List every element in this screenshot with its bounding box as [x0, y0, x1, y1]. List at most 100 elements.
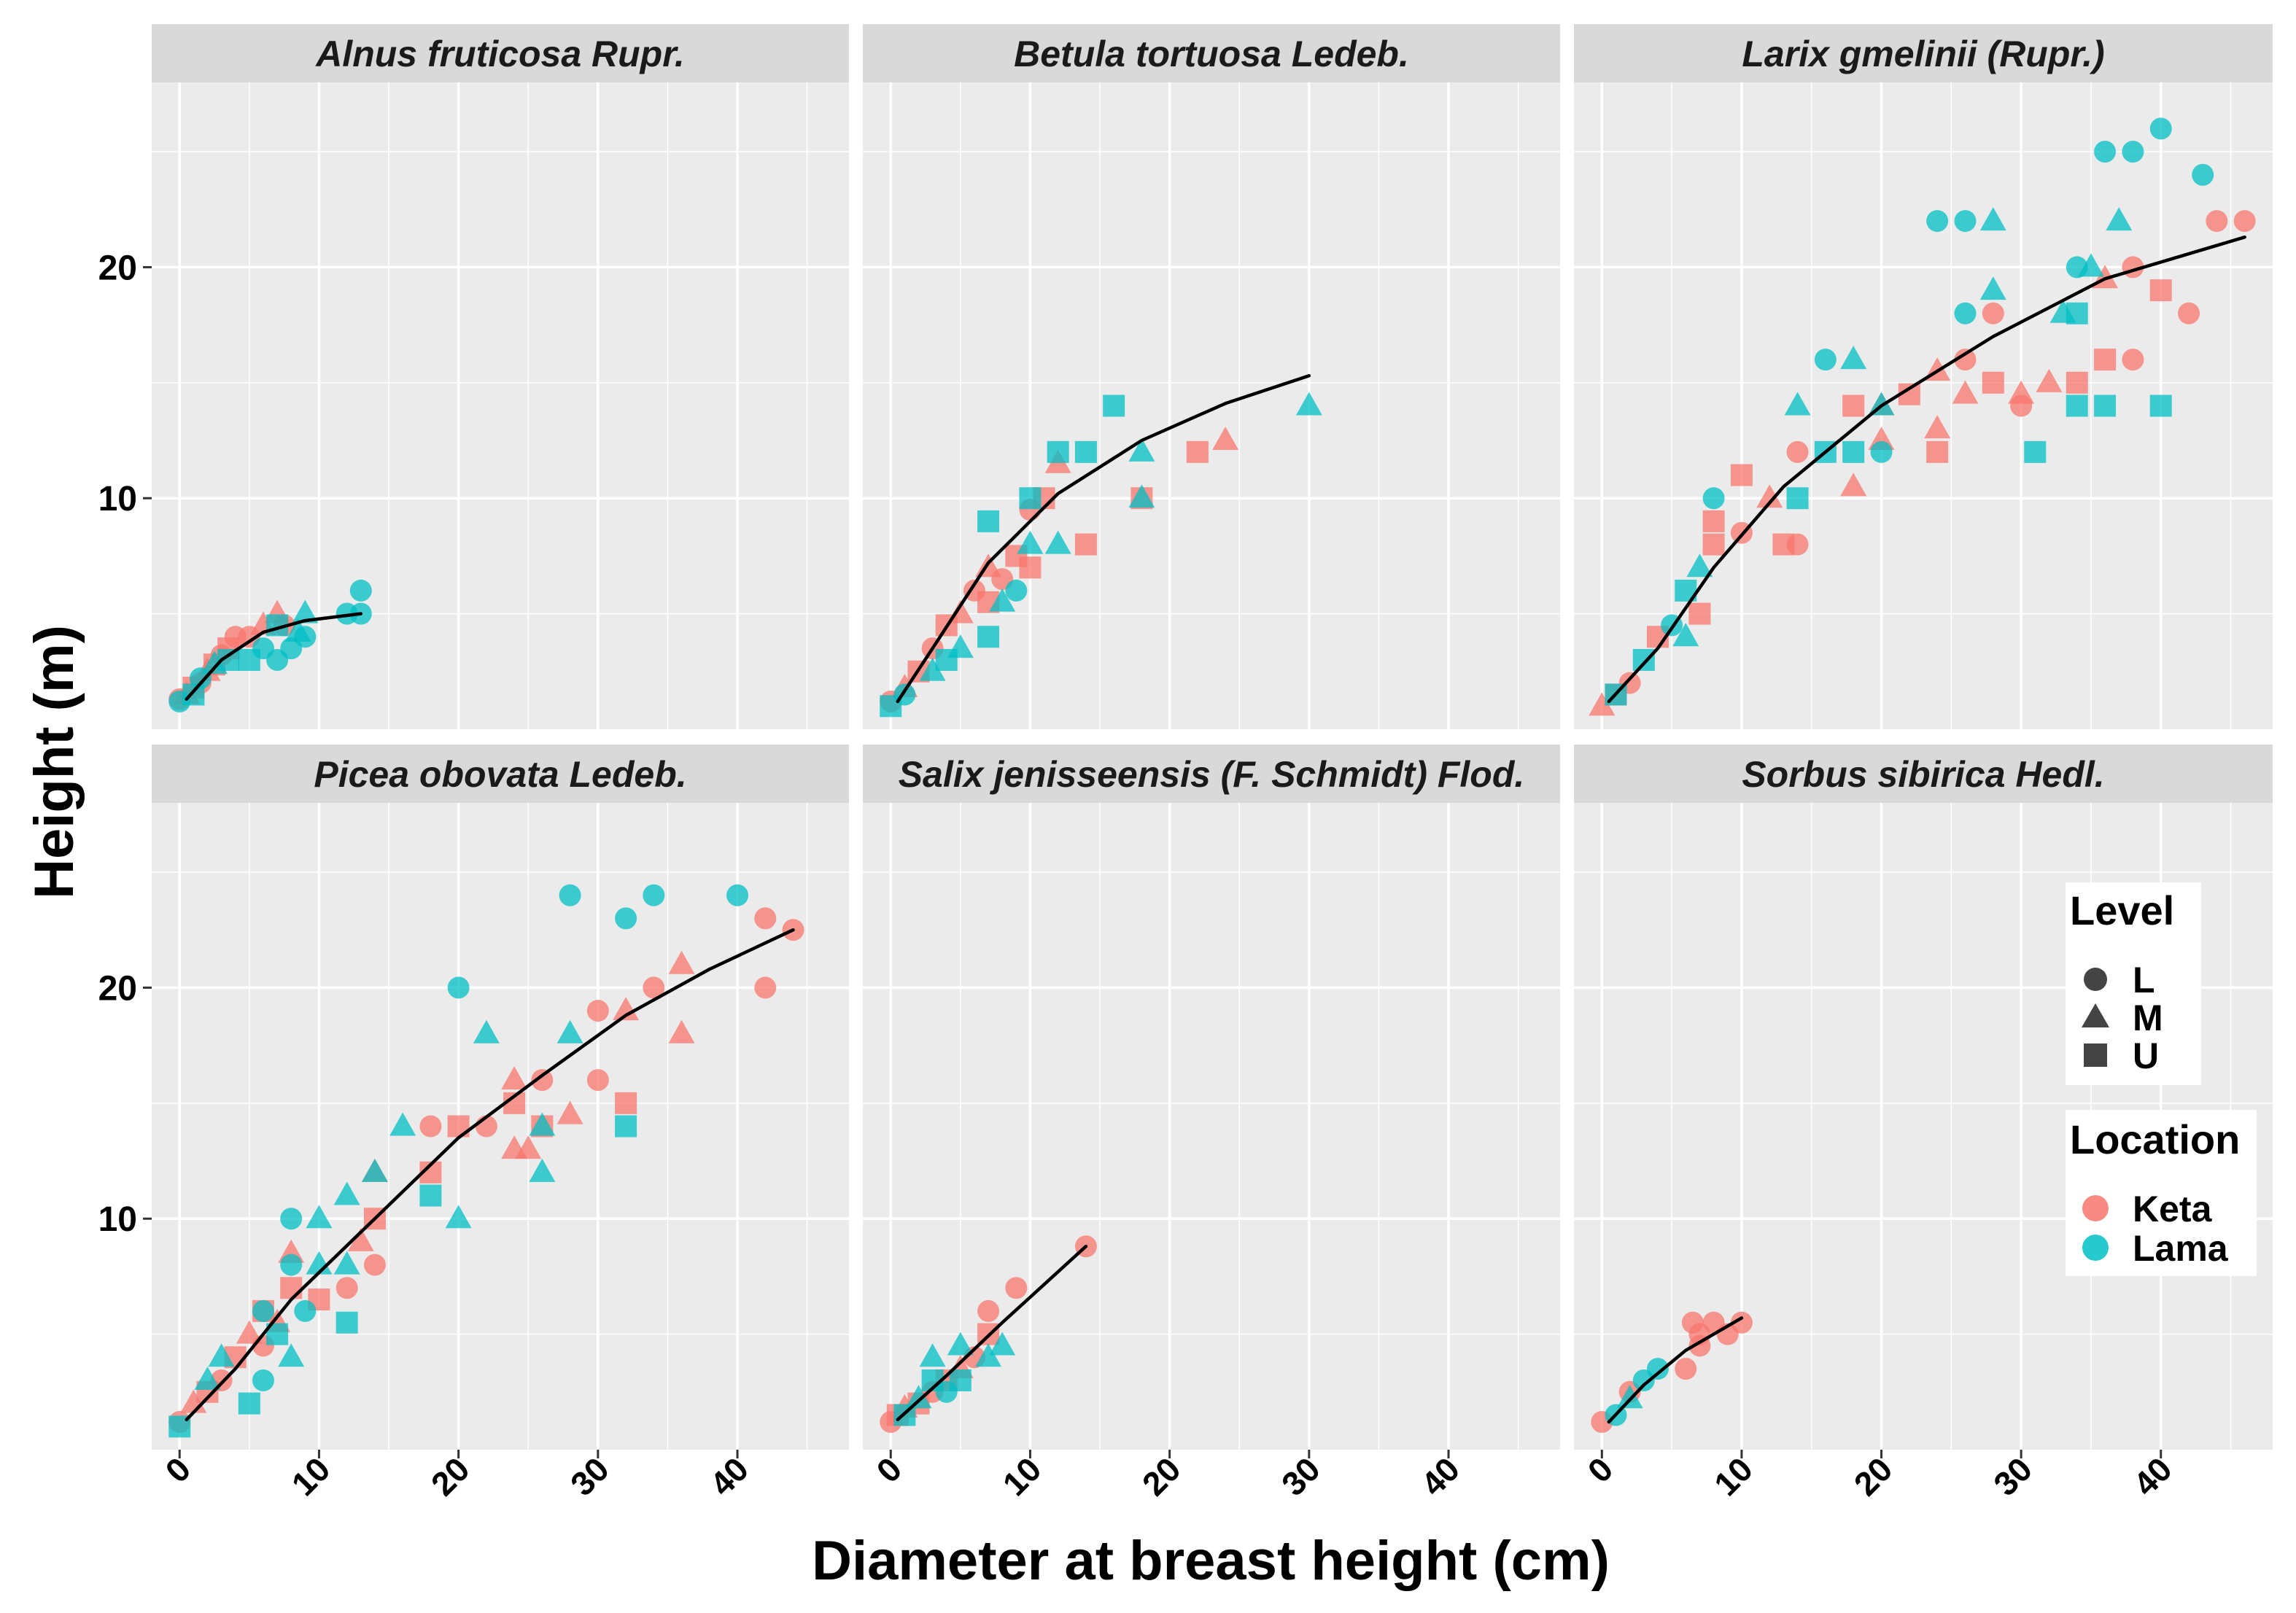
data-point-lama-l [2149, 117, 2172, 140]
legend-level-label: L [2133, 960, 2155, 1000]
data-point-keta-u [1688, 602, 1711, 625]
data-point-keta-l [1730, 1311, 1753, 1334]
data-point-lama-u [615, 1115, 637, 1138]
legend-color-swatch-icon [2082, 1235, 2109, 1261]
data-point-lama-m [1017, 530, 1044, 554]
data-point-keta-u [1702, 510, 1725, 532]
panel-betula-tortuosa-ledeb: Betula tortuosa Ledeb. [863, 24, 1560, 729]
data-point-keta-l [1675, 1358, 1697, 1380]
data-point-lama-l [447, 976, 470, 999]
data-point-lama-l [726, 884, 749, 906]
data-point-keta-l [754, 976, 777, 999]
data-point-keta-u [1702, 533, 1725, 556]
strip-larix-gmelinii-rupr [1574, 24, 2273, 82]
legend-location-label: Keta [2133, 1189, 2213, 1229]
x-tick-label: 30 [1986, 1450, 2039, 1503]
data-point-lama-m [361, 1158, 388, 1182]
data-point-keta-u [1926, 440, 1949, 463]
panel-salix-jenisseensis-f-schmidt-flod: Salix jenisseensis (F. Schmidt) Flod. [863, 745, 1560, 1450]
data-points [1589, 117, 2256, 716]
data-point-keta-u [1186, 440, 1209, 463]
data-point-lama-l [2122, 141, 2144, 163]
y-tick-label: 10 [98, 1200, 137, 1239]
x-tick-label: 0 [158, 1450, 198, 1490]
data-point-keta-m [1840, 473, 1867, 497]
data-point-lama-l [1646, 1358, 1669, 1380]
data-point-lama-m [947, 634, 974, 658]
data-point-keta-l [531, 1069, 554, 1092]
data-point-keta-u [615, 1092, 637, 1114]
panel-title: Salix jenisseensis (F. Schmidt) Flod. [899, 754, 1525, 795]
strip-picea-obovata-ledeb [152, 745, 849, 803]
data-point-lama-l [1702, 487, 1725, 510]
data-point-lama-u [336, 1311, 358, 1334]
legend-circle-icon [2084, 968, 2107, 991]
data-point-lama-m [947, 1332, 974, 1356]
data-point-keta-m [668, 950, 695, 974]
strip-sorbus-sibirica-hedl [1574, 745, 2273, 803]
data-point-keta-m [1952, 380, 1979, 404]
data-point-lama-u [1632, 648, 1655, 671]
data-point-keta-l [363, 1254, 386, 1276]
data-point-keta-m [1924, 415, 1951, 439]
data-point-lama-m [989, 1332, 1016, 1356]
data-point-keta-l [586, 1069, 609, 1092]
data-point-lama-m [333, 1251, 360, 1275]
x-axis-title: Diameter at breast height (cm) [812, 1530, 1610, 1592]
data-point-lama-l [349, 579, 372, 602]
data-point-lama-m [208, 1343, 235, 1367]
data-point-lama-m [529, 1158, 556, 1182]
x-tick-label: 10 [996, 1450, 1049, 1503]
data-point-lama-l [643, 884, 665, 906]
data-point-keta-l [754, 907, 777, 930]
y-tick-label: 20 [98, 249, 137, 287]
legend-level-title: Level [2070, 887, 2174, 933]
data-point-lama-l [252, 1299, 274, 1322]
data-point-keta-l [2122, 349, 2144, 371]
data-point-lama-m [1128, 484, 1155, 508]
data-point-lama-l [2094, 141, 2117, 163]
data-point-keta-m [501, 1066, 528, 1090]
data-point-lama-u [1019, 487, 1042, 510]
data-point-lama-m [1616, 1385, 1643, 1409]
legend-level-items: LMU [2082, 960, 2163, 1076]
data-point-lama-m [1840, 346, 1867, 370]
data-point-lama-l [252, 1369, 274, 1391]
legend-level-item-u: U [2084, 1035, 2159, 1076]
x-tick-label: 20 [1847, 1450, 1900, 1503]
data-point-lama-m [1295, 392, 1322, 416]
data-point-lama-m [1979, 207, 2006, 231]
data-point-lama-l [1926, 210, 1949, 233]
data-point-keta-m [613, 997, 640, 1021]
data-point-keta-u [280, 1277, 303, 1299]
data-point-lama-m [306, 1251, 333, 1275]
data-point-lama-m [1979, 276, 2006, 300]
data-point-keta-l [2178, 302, 2200, 324]
data-point-lama-m [292, 599, 319, 623]
data-point-keta-l [2233, 210, 2256, 233]
x-tick-label: 20 [424, 1450, 477, 1503]
data-point-lama-l [1005, 579, 1028, 602]
strip-betula-tortuosa-ledeb [863, 24, 1560, 82]
x-tick-label: 40 [2126, 1450, 2179, 1503]
data-point-lama-l [1954, 302, 1977, 324]
data-point-keta-l [1786, 533, 1809, 556]
fit-curve [185, 928, 795, 1422]
legend-square-icon [2084, 1043, 2107, 1067]
data-point-lama-m [1672, 623, 1699, 647]
data-point-lama-l [615, 907, 637, 930]
data-point-lama-l [280, 1254, 303, 1276]
fit-curve [896, 1244, 1088, 1422]
data-point-lama-l [294, 1299, 317, 1322]
data-point-lama-m [919, 1343, 946, 1367]
legend-color-swatch-icon [2082, 1195, 2109, 1221]
panel-title: Alnus fruticosa Rupr. [314, 34, 685, 74]
data-points [168, 884, 804, 1438]
data-point-keta-l [1005, 1277, 1028, 1299]
legend-level-item-l: L [2084, 960, 2155, 1000]
strip-salix-jenisseensis-f-schmidt-flod [863, 745, 1560, 803]
fit-curve [896, 374, 1311, 704]
data-point-keta-l [336, 1277, 358, 1299]
panel-title: Larix gmelinii (Rupr.) [1742, 34, 2104, 74]
